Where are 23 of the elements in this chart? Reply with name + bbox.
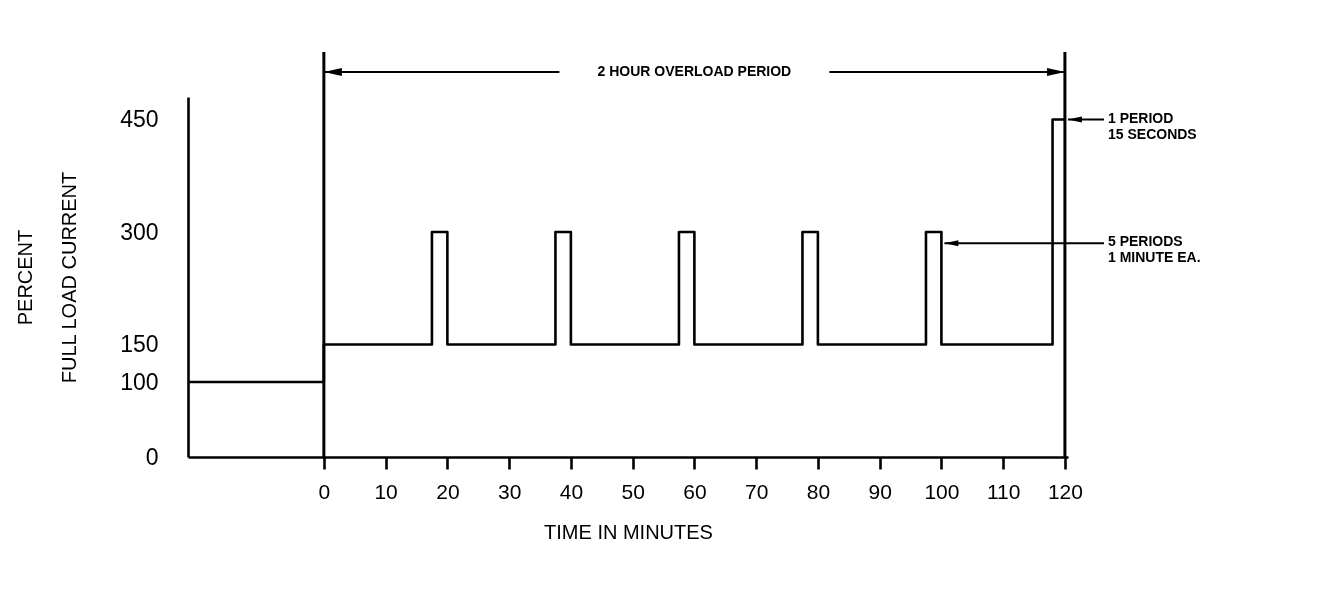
y-tick-label: 150 (120, 331, 159, 357)
x-tick-label: 20 (436, 479, 460, 503)
x-tick-label: 40 (559, 479, 584, 503)
text: 1 PERIOD 15 SECONDS (1108, 109, 1197, 142)
text: 2 HOUR OVERLOAD PERIOD (597, 63, 792, 79)
y-tick-label: 450 (120, 106, 159, 132)
y-tick-label: 100 (120, 368, 159, 395)
y-tick-label: 0 (145, 443, 159, 470)
x-tick-label: 0 (318, 479, 331, 503)
x-tick-label: 80 (806, 479, 831, 503)
x-tick-label: 60 (683, 479, 707, 503)
x-tick-label: 70 (744, 479, 769, 503)
x-tick-label: 30 (497, 479, 522, 503)
x-tick-label: 110 (986, 479, 1021, 503)
x-tick-label: 90 (868, 479, 892, 503)
x-axis-title: TIME IN MINUTES (544, 520, 713, 543)
x-tick-label: 50 (621, 479, 645, 503)
x-tick-label: 100 (924, 479, 960, 503)
y-axis-title: PERCENT FULL LOAD CURRENT (14, 171, 81, 384)
x-tick-label: 10 (374, 479, 398, 503)
x-tick-label: 120 (1047, 479, 1083, 503)
annotation: 5 PERIODS 1 MINUTE EA. (1108, 233, 1201, 266)
y-tick-label: 300 (120, 218, 159, 245)
